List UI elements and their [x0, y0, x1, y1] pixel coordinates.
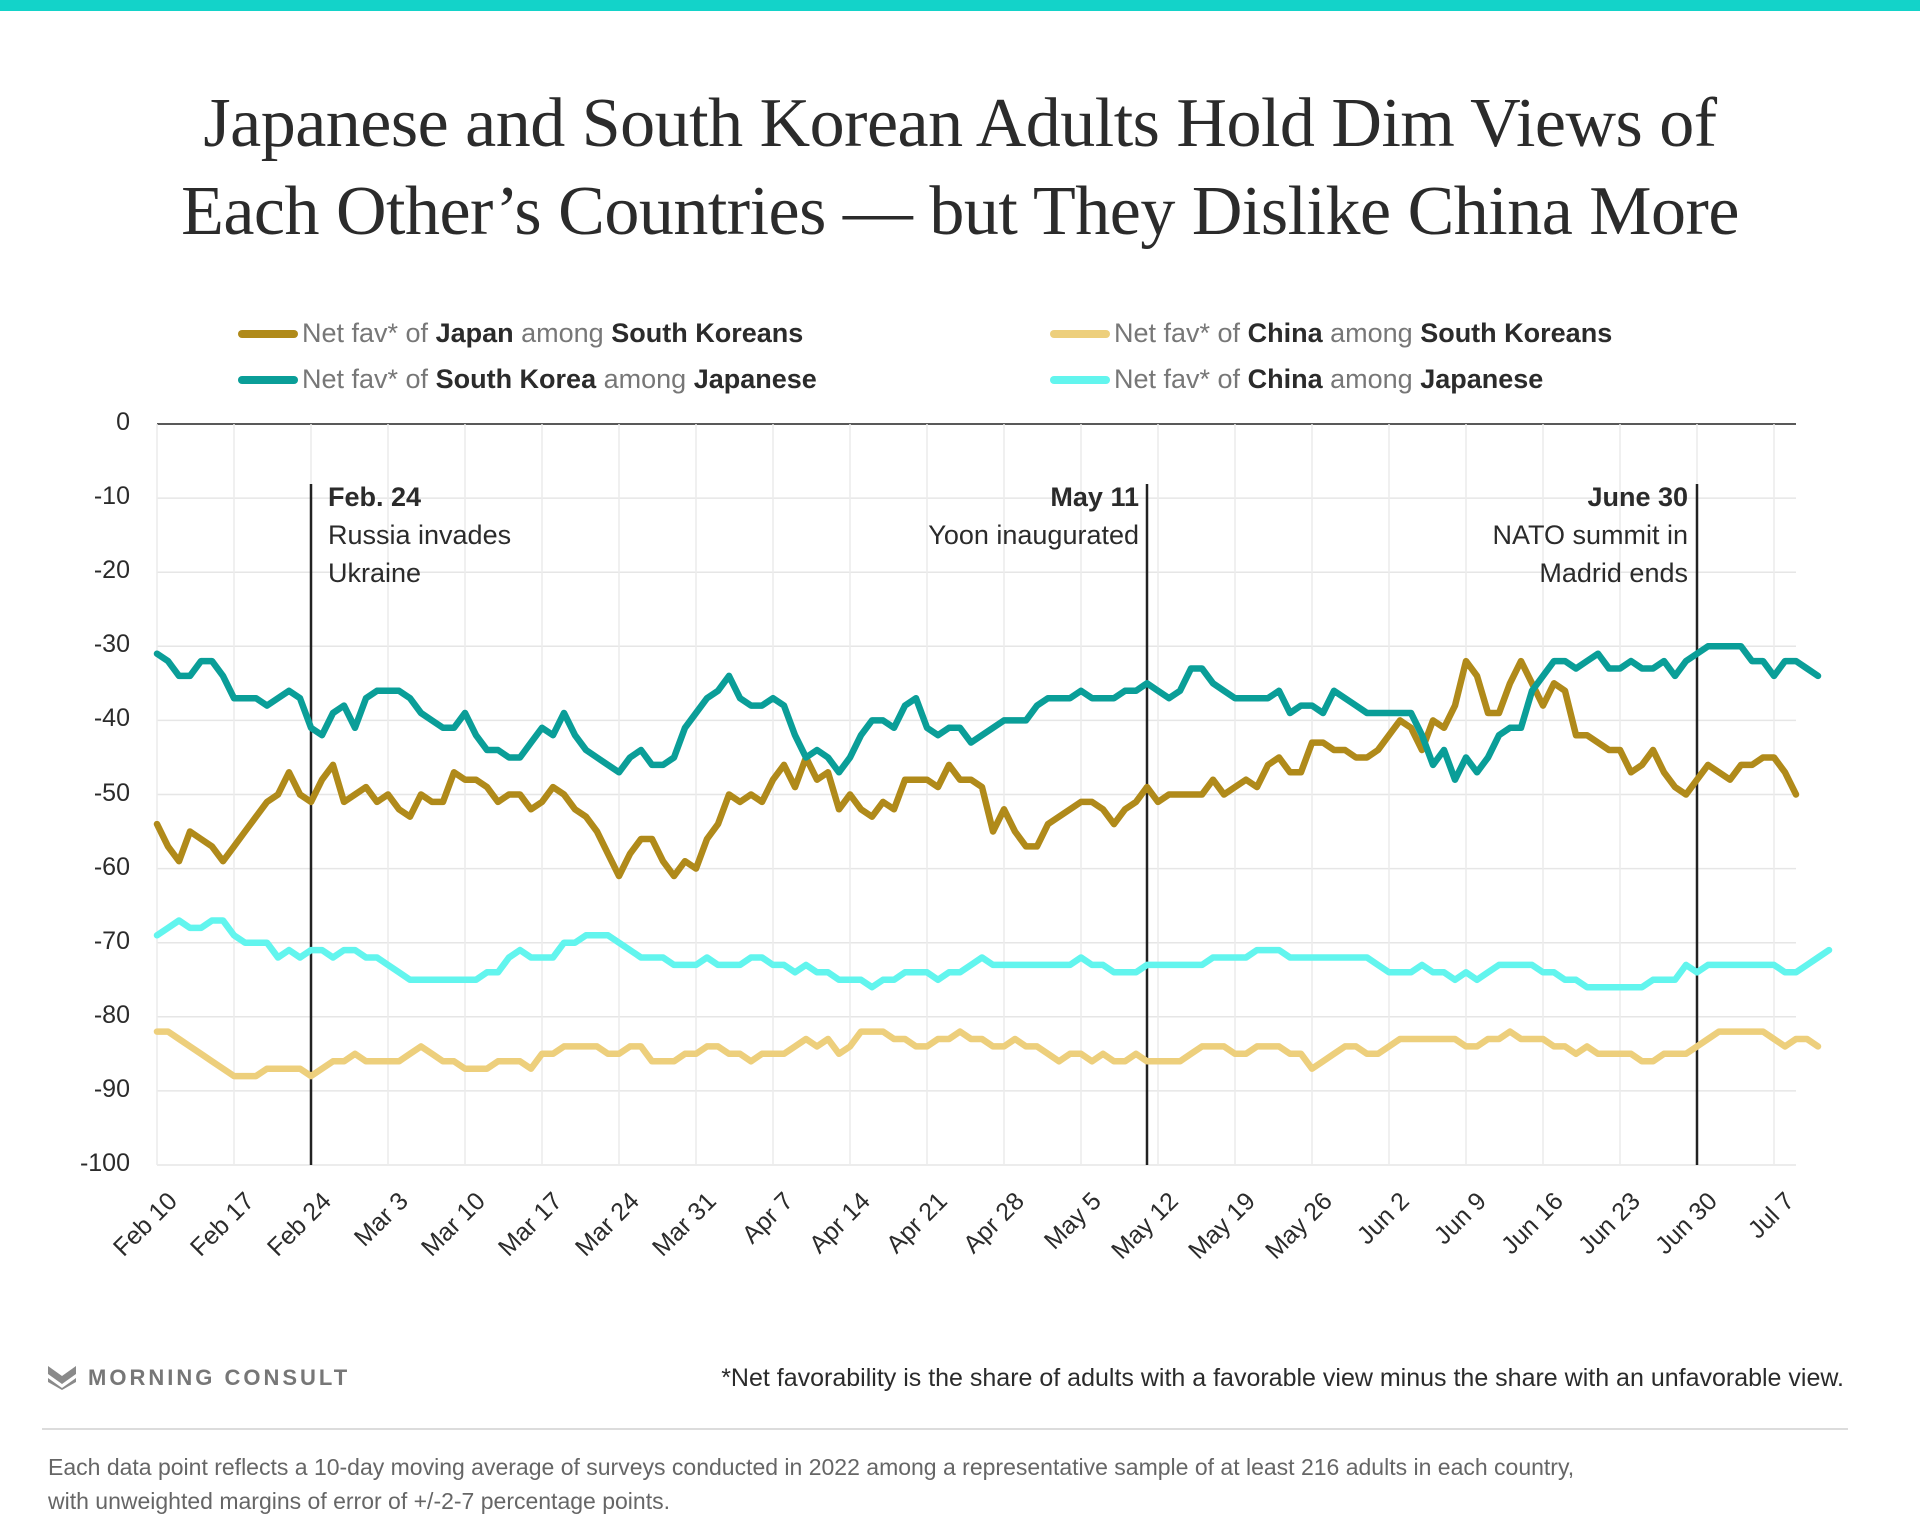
annotation-date: June 30 [1587, 482, 1688, 512]
annotation-text: Yoon inaugurated [928, 520, 1139, 550]
annotation-nato-summit: June 30 NATO summit in Madrid ends [1492, 478, 1688, 592]
y-tick-label: -40 [93, 704, 130, 733]
legend-swatch [1050, 329, 1110, 338]
title-line-1: Japanese and South Korean Adults Hold Di… [203, 85, 1717, 162]
legend-prefix: Net fav* of [302, 364, 429, 394]
annotation-date: Feb. 24 [328, 482, 422, 512]
footer-divider [42, 1428, 1848, 1430]
legend-swatch [1050, 375, 1110, 384]
annotation-russia-invades: Feb. 24 Russia invades Ukraine [328, 478, 511, 592]
morning-consult-logo: MORNING CONSULT [48, 1365, 350, 1391]
methodology-note: Each data point reflects a 10-day moving… [48, 1450, 1868, 1518]
legend-prefix: Net fav* of [1114, 318, 1241, 348]
annotation-text: NATO summit in [1492, 520, 1688, 550]
legend-item-japan-among-south-koreans: Net fav* of Japan among South Koreans [238, 318, 803, 349]
legend-mid: among [1330, 364, 1413, 394]
legend-swatch [238, 375, 298, 384]
legend-prefix: Net fav* of [1114, 364, 1241, 394]
series-line-net-fav-of-china-among-south-koreans [153, 1028, 1822, 1080]
annotation-text: Russia invades [328, 520, 512, 550]
y-tick-label: -10 [93, 482, 130, 511]
legend-mid: among [1330, 318, 1413, 348]
y-tick-label: -70 [93, 926, 130, 955]
methodology-line-2: with unweighted margins of error of +/-2… [48, 1488, 670, 1514]
annotation-date: May 11 [1050, 482, 1139, 512]
legend-item-china-among-japanese: Net fav* of China among Japanese [1050, 364, 1543, 395]
legend-item-china-among-south-koreans: Net fav* of China among South Koreans [1050, 318, 1612, 349]
event-lines [309, 484, 1699, 1165]
y-tick-label: -60 [93, 852, 130, 881]
legend-mid: among [603, 364, 687, 394]
annotation-yoon-inaugurated: May 11 Yoon inaugurated [928, 478, 1139, 554]
legend-group: South Koreans [1420, 318, 1613, 348]
y-tick-label: -90 [93, 1074, 130, 1103]
legend-group: Japanese [1420, 364, 1544, 394]
legend-subject: Japan [435, 318, 514, 348]
methodology-line-1: Each data point reflects a 10-day moving… [48, 1454, 1575, 1480]
legend-swatch [238, 329, 298, 338]
y-tick-label: -80 [93, 1000, 130, 1029]
y-tick-label: -30 [93, 630, 130, 659]
chart-title: Japanese and South Korean Adults Hold Di… [0, 80, 1920, 256]
legend-group: Japanese [693, 364, 817, 394]
footnote: *Net favorability is the share of adults… [721, 1364, 1844, 1392]
legend-subject: China [1247, 364, 1323, 394]
legend: Net fav* of Japan among South Koreans Ne… [238, 318, 1738, 408]
y-tick-label: -50 [93, 778, 130, 807]
legend-subject: China [1247, 318, 1323, 348]
legend-subject: South Korea [435, 364, 597, 394]
top-accent-bar [0, 0, 1920, 11]
brand-name: MORNING CONSULT [88, 1365, 351, 1390]
title-line-2: Each Other’s Countries — but They Dislik… [181, 173, 1739, 250]
morning-consult-m-icon [48, 1366, 76, 1390]
legend-group: South Koreans [611, 318, 804, 348]
legend-item-south-korea-among-japanese: Net fav* of South Korea among Japanese [238, 364, 817, 395]
y-tick-label: -100 [79, 1149, 130, 1177]
legend-prefix: Net fav* of [302, 318, 429, 348]
y-tick-label: 0 [116, 408, 130, 436]
series-line-net-fav-of-japan-among-south-koreans [153, 657, 1800, 880]
series-lines [153, 643, 1833, 1080]
annotation-text: Madrid ends [1539, 558, 1688, 588]
line-chart [153, 423, 1833, 1166]
series-line-net-fav-of-south-korea-among-japanese [153, 643, 1822, 783]
y-tick-label: -20 [93, 556, 130, 585]
legend-mid: among [521, 318, 604, 348]
annotation-text: Ukraine [328, 558, 422, 588]
series-line-net-fav-of-china-among-japanese [153, 917, 1833, 991]
